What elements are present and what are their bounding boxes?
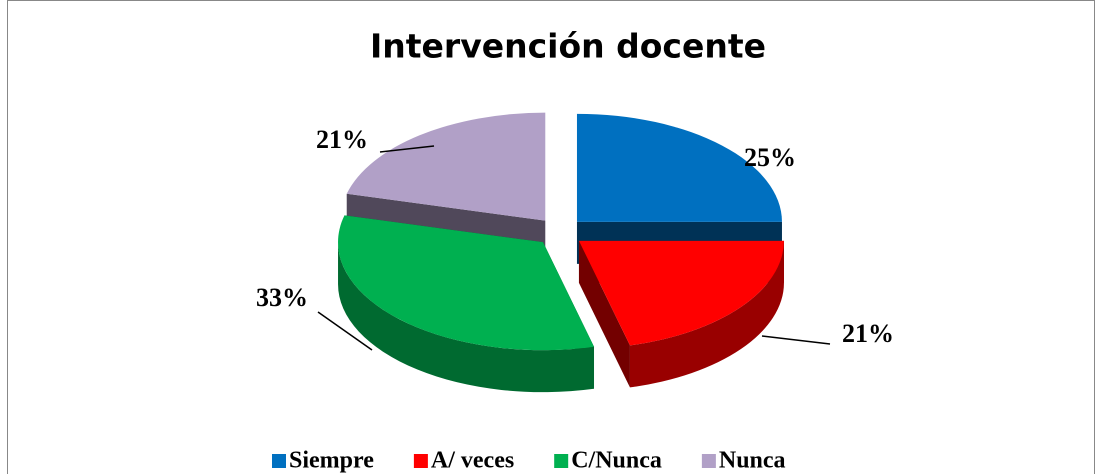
legend-swatch <box>701 454 716 468</box>
pie: 25% 21% 33% 21% <box>256 112 894 393</box>
legend-label: Nunca <box>719 448 786 474</box>
data-label: 25% <box>744 143 796 172</box>
legend-swatch <box>413 454 428 468</box>
leader-line <box>317 311 373 351</box>
legend-swatch <box>272 454 286 468</box>
chart-frame <box>7 0 1095 474</box>
chart-title: Intervención docente <box>370 27 766 66</box>
slice-wall <box>578 240 630 388</box>
leader-line <box>761 335 831 345</box>
legend-label: Siempre <box>289 448 374 474</box>
slice <box>338 215 595 351</box>
slice <box>576 113 782 222</box>
slice <box>578 240 784 346</box>
slice-side <box>629 240 784 388</box>
slice-side <box>338 242 595 393</box>
legend-swatch <box>554 454 569 468</box>
data-label: 33% <box>256 283 308 312</box>
legend-label: C/Nunca <box>571 448 662 474</box>
slice <box>346 112 546 221</box>
data-label: 21% <box>842 319 894 348</box>
leader-line <box>379 145 435 153</box>
legend: Siempre A/ veces C/Nunca Nunca <box>272 448 786 474</box>
data-label: 21% <box>316 125 368 154</box>
legend-label: A/ veces <box>431 448 514 474</box>
